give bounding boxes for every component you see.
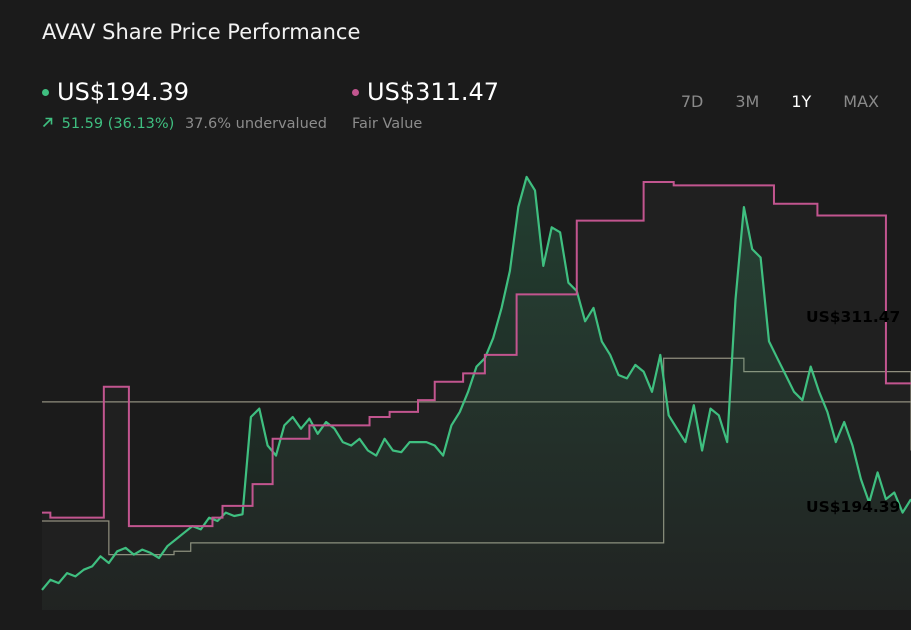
valuation-text: 37.6% undervalued [184, 116, 327, 132]
price-change-row: 51.59 (36.13%) 37.6% undervalued [42, 116, 327, 132]
price-dot [42, 88, 49, 96]
fair-value-metric: US$311.47 Fair Value [352, 78, 499, 132]
arrow-up-right-icon [42, 116, 53, 132]
fair-dot [352, 88, 359, 96]
fair-value-line [42, 180, 911, 528]
period-selector: 7D 3M 1Y MAX [665, 92, 895, 111]
period-3m[interactable]: 3M [735, 92, 760, 111]
period-1y[interactable]: 1Y [791, 92, 812, 111]
price-area [42, 176, 911, 610]
fair-value-end-label: US$311.47 [806, 308, 900, 326]
price-change: 51.59 (36.13%) [61, 116, 175, 132]
price-end-label: US$194.39 [806, 498, 900, 516]
chart-title: AVAV Share Price Performance [42, 20, 361, 44]
fair-value: US$311.47 [367, 78, 500, 106]
price-line [41, 175, 911, 591]
fair-value-label: Fair Value [352, 116, 423, 132]
period-max[interactable]: MAX [843, 92, 879, 111]
price-value: US$194.39 [57, 78, 190, 106]
price-metric: US$194.39 51.59 (36.13%) 37.6% undervalu… [42, 78, 327, 132]
period-7d[interactable]: 7D [680, 92, 704, 111]
